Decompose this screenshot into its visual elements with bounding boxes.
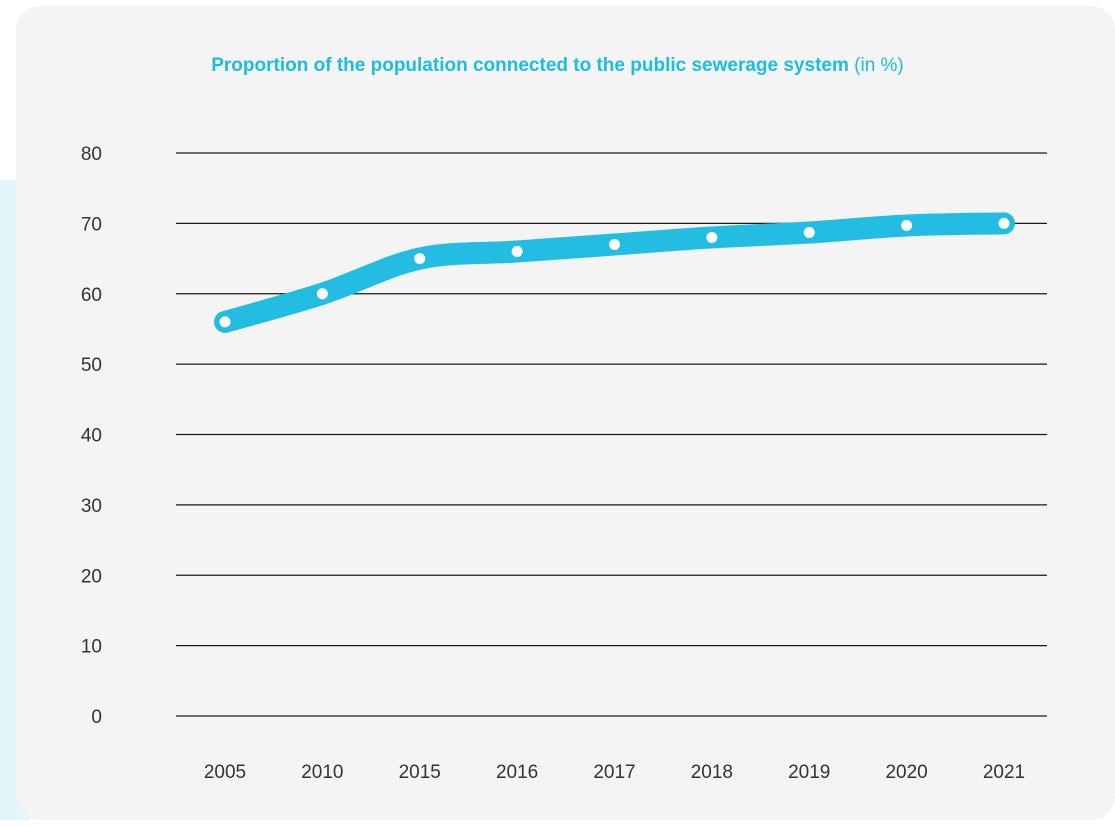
data-point-2017 <box>609 238 620 250</box>
x-axis-ticks: 2005 2010 2015 2016 2017 2018 2019 2020 2021 <box>204 762 1025 783</box>
y-tick-label-0: 0 <box>91 707 102 728</box>
series-layer <box>214 212 1015 333</box>
data-point-2015 <box>414 253 426 265</box>
data-point-2005 <box>219 316 231 328</box>
y-tick-label-50: 50 <box>81 355 102 376</box>
x-tick-label-2018: 2018 <box>691 762 733 783</box>
x-tick-label-2010: 2010 <box>301 762 343 783</box>
chart-title-main: Proportion of the population connected t… <box>211 55 849 76</box>
data-point-2019 <box>803 227 815 239</box>
y-tick-label-80: 80 <box>81 144 102 165</box>
y-tick-label-60: 60 <box>81 285 102 306</box>
y-tick-label-20: 20 <box>81 566 102 587</box>
series-line <box>214 212 1015 333</box>
x-tick-label-2016: 2016 <box>496 762 538 783</box>
y-tick-label-30: 30 <box>81 496 102 517</box>
chart-title-unit: (in %) <box>854 55 904 76</box>
y-tick-label-40: 40 <box>81 426 102 447</box>
x-tick-label-2020: 2020 <box>885 762 927 783</box>
x-tick-label-2005: 2005 <box>204 762 246 783</box>
data-point-2018 <box>706 231 718 243</box>
x-tick-label-2017: 2017 <box>593 762 635 783</box>
y-tick-label-10: 10 <box>81 637 102 658</box>
x-tick-label-2021: 2021 <box>983 762 1025 783</box>
data-point-2021 <box>998 217 1010 229</box>
chart-title: Proportion of the population connected t… <box>0 53 1115 79</box>
markers <box>219 217 1010 328</box>
y-axis-ticks: 0 10 20 30 40 50 60 70 80 <box>81 144 102 728</box>
data-point-2020 <box>901 219 913 231</box>
y-tick-label-70: 70 <box>81 214 102 235</box>
data-point-2010 <box>316 288 328 300</box>
chart-card <box>16 6 1115 820</box>
data-point-2016 <box>511 246 523 258</box>
x-tick-label-2019: 2019 <box>788 762 830 783</box>
x-tick-label-2015: 2015 <box>399 762 441 783</box>
gridlines <box>176 152 1047 717</box>
